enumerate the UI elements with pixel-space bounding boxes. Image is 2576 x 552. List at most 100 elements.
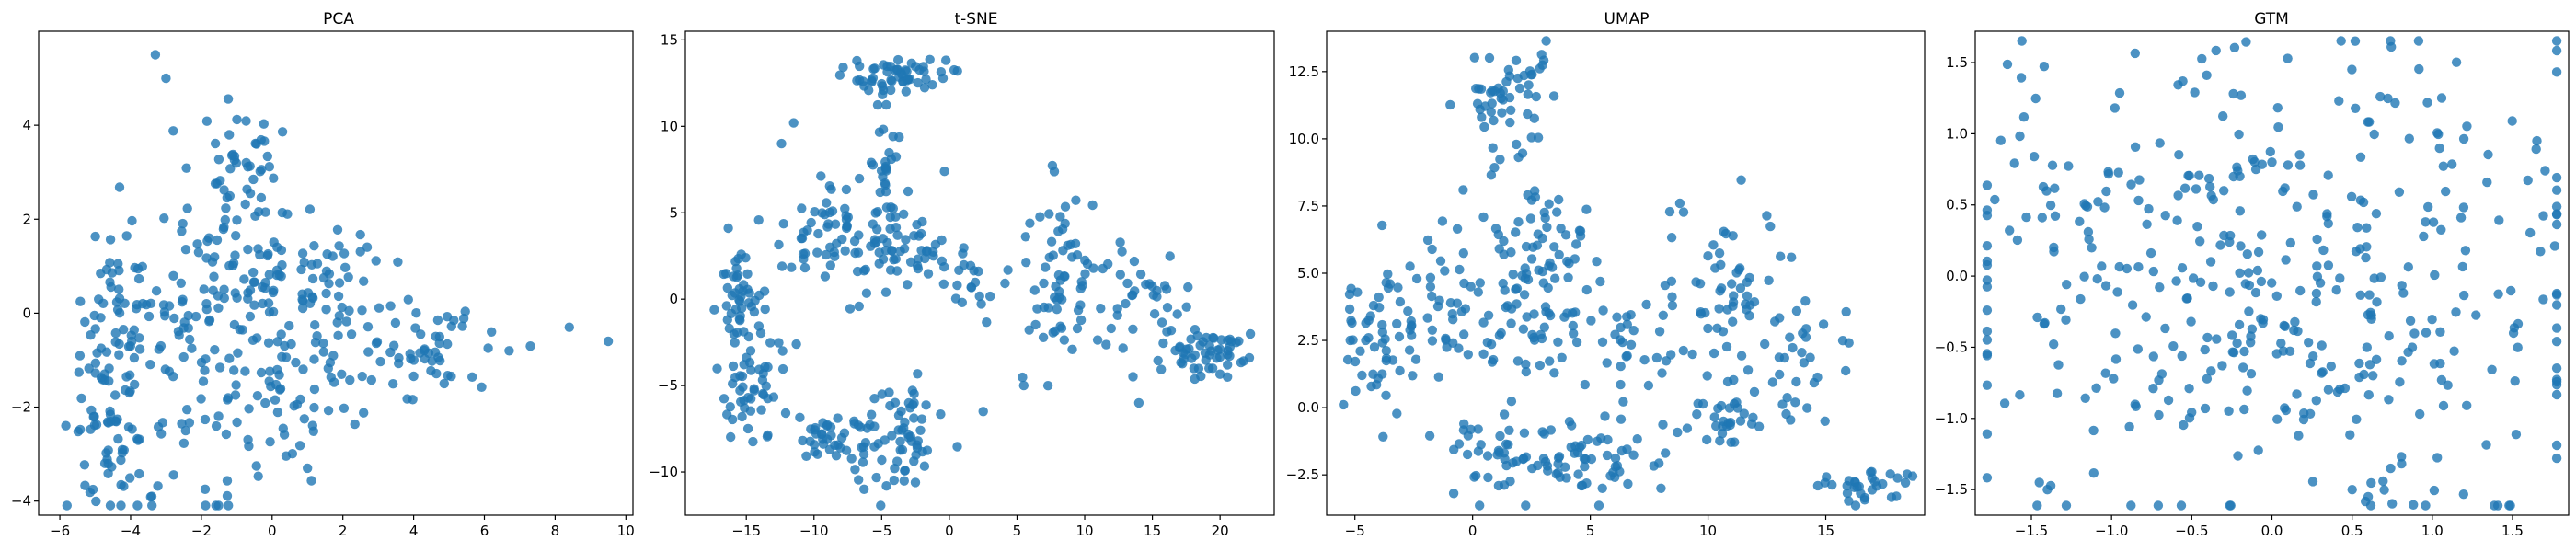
data-point <box>880 435 890 445</box>
data-point <box>1554 249 1564 260</box>
data-point <box>903 186 914 197</box>
data-point <box>2131 401 2141 411</box>
data-point <box>1576 440 1587 451</box>
plot-frame <box>38 30 634 516</box>
data-point <box>74 367 85 377</box>
data-point <box>1566 442 1576 453</box>
data-point <box>1378 431 1388 442</box>
data-point <box>2441 186 2451 197</box>
data-point <box>742 269 753 279</box>
data-point <box>2271 291 2282 301</box>
data-point <box>2079 199 2089 209</box>
data-point <box>816 171 826 181</box>
data-point <box>2160 211 2170 221</box>
data-point <box>1135 269 1146 280</box>
data-point <box>2364 290 2375 300</box>
data-point <box>2173 80 2183 90</box>
data-point <box>133 273 144 284</box>
data-point <box>2160 323 2170 334</box>
data-point <box>1597 483 1607 493</box>
data-point <box>235 325 245 335</box>
data-point <box>1703 251 1713 261</box>
data-point <box>2346 191 2357 201</box>
data-point <box>1067 344 1077 354</box>
data-point <box>2323 218 2333 229</box>
data-point <box>375 356 385 367</box>
data-point <box>712 363 722 374</box>
data-point <box>745 346 756 356</box>
data-point <box>867 76 877 87</box>
data-point <box>2064 161 2074 171</box>
data-point <box>795 412 805 422</box>
x-tick-label: −1.5 <box>2015 523 2048 539</box>
data-point <box>1096 304 1106 314</box>
data-point <box>1486 339 1497 350</box>
data-point <box>2312 234 2322 245</box>
data-point <box>1368 300 1379 311</box>
x-tick-label: 0.0 <box>2261 523 2283 539</box>
data-point <box>1475 278 1486 288</box>
data-point <box>2294 431 2304 441</box>
data-point <box>881 481 891 491</box>
data-point <box>1433 372 1444 382</box>
data-point <box>1595 276 1605 287</box>
data-point <box>2490 500 2500 511</box>
data-point <box>187 343 197 353</box>
data-point <box>2551 36 2562 46</box>
data-point <box>324 269 335 279</box>
data-point <box>877 389 887 399</box>
data-point <box>1495 155 1505 165</box>
data-point <box>2419 231 2429 242</box>
data-point <box>1112 310 1122 320</box>
data-point <box>887 76 897 86</box>
data-point <box>1513 152 1524 163</box>
data-point <box>1571 239 1581 249</box>
data-point <box>830 251 840 261</box>
data-point <box>1339 399 1349 410</box>
data-point <box>339 248 350 259</box>
data-point <box>1128 372 1138 382</box>
data-point <box>2253 445 2263 455</box>
data-point <box>423 348 434 358</box>
data-point <box>145 298 156 308</box>
data-point <box>788 118 799 128</box>
data-point <box>2179 420 2189 431</box>
data-point <box>240 199 250 210</box>
data-point <box>937 235 947 246</box>
data-point <box>864 86 874 96</box>
data-point <box>1499 249 1509 259</box>
data-point <box>2460 246 2471 256</box>
data-point <box>2034 477 2044 488</box>
data-point <box>1223 350 1233 360</box>
data-point <box>184 418 195 428</box>
data-point <box>890 397 901 408</box>
data-point <box>1728 297 1739 307</box>
y-tick-label: 2 <box>22 211 31 227</box>
data-point <box>224 130 235 140</box>
data-point <box>876 500 886 511</box>
data-point <box>1661 448 1671 458</box>
data-point <box>355 229 365 240</box>
data-point <box>2080 393 2090 403</box>
data-point <box>2326 361 2336 372</box>
data-point <box>1512 283 1523 293</box>
data-point <box>1216 335 1226 345</box>
data-point <box>1535 360 1546 371</box>
data-point <box>774 338 784 348</box>
data-point <box>2244 280 2255 291</box>
data-point <box>2184 413 2195 423</box>
data-point <box>1762 211 1772 221</box>
data-point <box>1827 479 1837 490</box>
data-point <box>2018 112 2030 122</box>
data-point <box>2351 103 2361 114</box>
data-point <box>719 394 730 404</box>
data-point <box>252 391 263 401</box>
data-point <box>1775 369 1785 380</box>
data-point <box>1549 368 1559 378</box>
data-point <box>2551 300 2562 310</box>
data-point <box>2272 103 2283 113</box>
data-point <box>921 247 932 257</box>
data-point <box>1458 185 1468 195</box>
data-point <box>2531 144 2541 155</box>
